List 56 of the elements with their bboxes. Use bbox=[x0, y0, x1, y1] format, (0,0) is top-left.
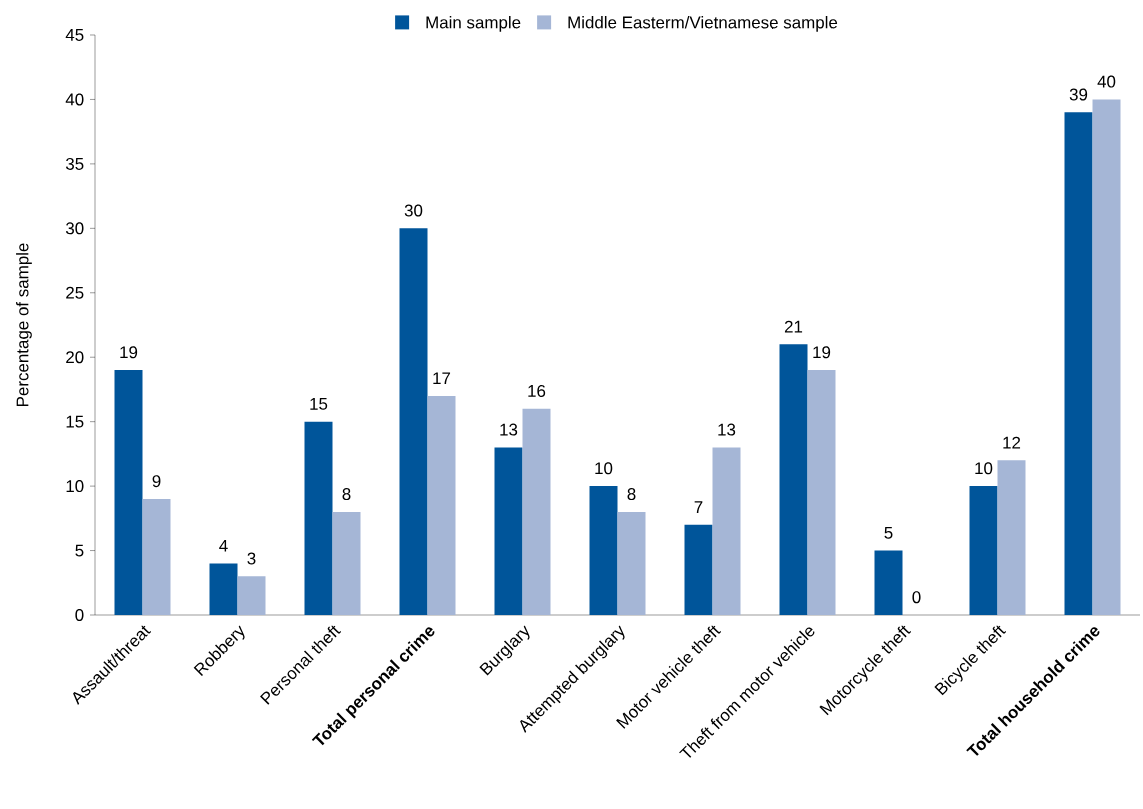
bar bbox=[969, 486, 998, 615]
bar bbox=[304, 421, 333, 615]
data-label: 3 bbox=[247, 552, 256, 565]
y-tick-label: 35 bbox=[65, 157, 84, 170]
data-label: 4 bbox=[219, 539, 228, 552]
bar bbox=[522, 408, 551, 615]
bar bbox=[779, 344, 808, 615]
legend-label: Main sample bbox=[426, 16, 521, 32]
bar bbox=[684, 524, 713, 615]
data-label: 8 bbox=[342, 488, 351, 501]
bar bbox=[114, 370, 143, 615]
bar bbox=[589, 486, 618, 615]
y-tick-label: 40 bbox=[65, 93, 84, 106]
y-tick-label: 30 bbox=[65, 222, 84, 235]
bar bbox=[494, 447, 523, 615]
data-label: 19 bbox=[120, 346, 138, 359]
data-label: 13 bbox=[718, 423, 736, 436]
data-label: 0 bbox=[912, 591, 921, 604]
bar bbox=[237, 576, 266, 615]
bar bbox=[1064, 112, 1093, 615]
bar bbox=[1092, 99, 1121, 615]
data-label: 7 bbox=[694, 501, 703, 513]
data-label: 5 bbox=[884, 526, 893, 539]
data-label: 40 bbox=[1097, 75, 1116, 88]
data-label: 10 bbox=[595, 462, 613, 475]
data-label: 39 bbox=[1069, 88, 1088, 101]
data-label: 21 bbox=[784, 320, 803, 333]
bar bbox=[332, 511, 361, 615]
bar bbox=[712, 447, 741, 615]
y-tick-label: 0 bbox=[75, 609, 84, 621]
y-tick-label: 25 bbox=[66, 286, 84, 299]
bar bbox=[807, 370, 836, 615]
data-label: 16 bbox=[528, 384, 546, 397]
data-label: 13 bbox=[500, 423, 518, 436]
data-label: 12 bbox=[1003, 436, 1021, 449]
bar bbox=[617, 511, 646, 615]
y-tick-label: 15 bbox=[66, 415, 84, 428]
data-label: 9 bbox=[152, 475, 161, 488]
data-label: 19 bbox=[813, 346, 831, 359]
data-label: 15 bbox=[310, 398, 328, 410]
bar bbox=[399, 228, 428, 615]
y-tick-label: 20 bbox=[66, 351, 84, 364]
data-label: 10 bbox=[975, 462, 993, 475]
bar bbox=[427, 395, 456, 615]
bar bbox=[997, 460, 1026, 615]
y-tick-label: 45 bbox=[65, 29, 84, 41]
y-tick-label: 10 bbox=[66, 480, 84, 493]
data-label: 30 bbox=[404, 204, 423, 217]
bar bbox=[874, 550, 903, 615]
data-label: 17 bbox=[433, 372, 451, 385]
bar bbox=[209, 563, 238, 615]
legend-label: Middle Easterm/Vietnamese sample bbox=[568, 16, 838, 32]
y-tick-label: 5 bbox=[75, 544, 84, 557]
y-axis-title: Percentage of sample bbox=[16, 243, 32, 406]
data-label: 8 bbox=[627, 488, 636, 501]
bar bbox=[142, 499, 171, 615]
